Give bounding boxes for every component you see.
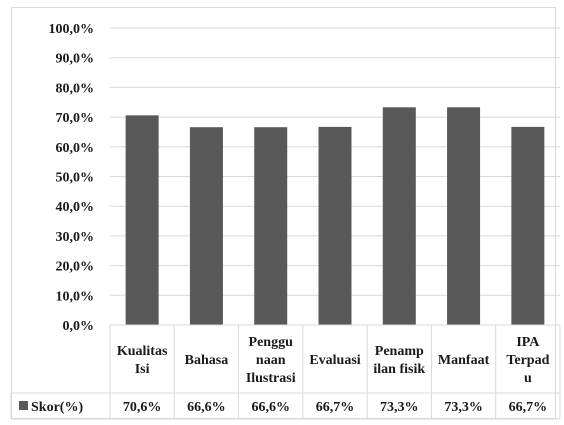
bar bbox=[318, 126, 352, 325]
category-label: Terpad bbox=[506, 353, 549, 368]
value-label: 66,6% bbox=[251, 400, 290, 415]
value-label: 73,3% bbox=[444, 400, 483, 415]
y-tick-label: 50,0% bbox=[56, 171, 95, 186]
y-tick-label: 10,0% bbox=[56, 289, 95, 304]
category-label: Ilustrasi bbox=[246, 371, 296, 386]
category-label: u bbox=[524, 371, 532, 386]
value-label: 70,6% bbox=[123, 400, 162, 415]
legend: Skor(%) bbox=[19, 400, 83, 415]
category-label: naan bbox=[256, 353, 286, 368]
category-label: ilan fisik bbox=[373, 362, 425, 377]
y-axis-ticks: 0,0% 10,0% 20,0% 30,0% 40,0% 50,0% 60,0% 70,0% 8… bbox=[49, 22, 95, 334]
y-tick-label: 100,0% bbox=[49, 22, 95, 37]
category-label: IPA bbox=[516, 335, 540, 350]
bar bbox=[382, 107, 416, 325]
category-label: Bahasa bbox=[185, 353, 229, 368]
y-tick-label: 40,0% bbox=[56, 200, 95, 215]
value-label: 66,7% bbox=[509, 400, 548, 415]
bar bbox=[511, 126, 545, 325]
category-label: Isi bbox=[135, 362, 150, 377]
value-label: 66,6% bbox=[187, 400, 226, 415]
legend-label: Skor(%) bbox=[31, 400, 83, 415]
y-tick-label: 90,0% bbox=[56, 52, 95, 67]
value-label: 73,3% bbox=[380, 400, 419, 415]
y-tick-label: 30,0% bbox=[56, 230, 95, 245]
bar bbox=[447, 107, 481, 325]
bar bbox=[125, 115, 159, 326]
bars bbox=[125, 107, 545, 326]
value-label: 66,7% bbox=[316, 400, 355, 415]
category-label: Penggu bbox=[249, 335, 294, 350]
bar bbox=[189, 127, 223, 325]
y-tick-label: 70,0% bbox=[56, 111, 95, 126]
y-tick-label: 20,0% bbox=[56, 260, 95, 275]
category-label: Penamp bbox=[375, 344, 424, 359]
y-tick-label: 60,0% bbox=[56, 141, 95, 156]
legend-swatch bbox=[19, 401, 28, 410]
category-label: Manfaat bbox=[438, 353, 490, 368]
y-tick-label: 80,0% bbox=[56, 81, 95, 96]
bar bbox=[254, 127, 288, 325]
category-label: Evaluasi bbox=[309, 353, 360, 368]
y-tick-label: 0,0% bbox=[63, 319, 95, 334]
category-label: Kualitas bbox=[117, 344, 168, 359]
data-table: Kualitas Isi Bahasa Penggu naan Ilustrasi Eval… bbox=[10, 324, 561, 420]
